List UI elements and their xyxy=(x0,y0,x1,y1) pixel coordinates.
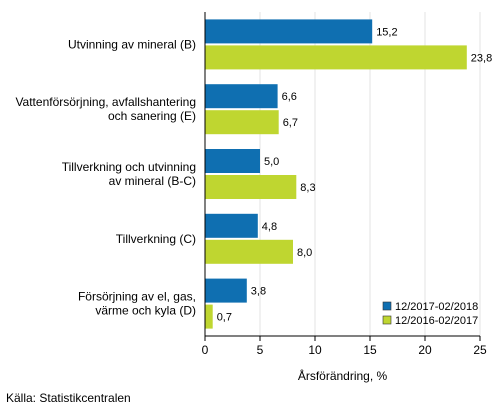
bar-s1-c2 xyxy=(205,175,297,199)
category-label-4-line-1: värme och kyla (D) xyxy=(95,304,196,318)
category-label-1-line-1: och sanering (E) xyxy=(108,109,196,123)
value-label-s0-c1: 6,6 xyxy=(282,91,297,103)
value-label-s0-c2: 5,0 xyxy=(264,156,279,168)
value-label-s1-c0: 23,8 xyxy=(471,52,492,64)
value-label-s1-c4: 0,7 xyxy=(217,312,232,324)
value-label-s1-c3: 8,0 xyxy=(297,247,312,259)
value-label-s1-c1: 6,7 xyxy=(283,117,298,129)
value-labels: 15,2 23,8 6,6 6,7 5,0 8,3 4,8 8,0 3,8 0,7 xyxy=(217,26,493,323)
x-tick-label-1: 5 xyxy=(257,343,264,357)
bar-chart: 15,2 23,8 6,6 6,7 5,0 8,3 4,8 8,0 3,8 0,7 Utvinni… xyxy=(15,12,493,383)
x-axis-title: Årsförändring, % xyxy=(298,368,388,383)
bar-s0-c3 xyxy=(205,213,258,238)
bar-s1-c1 xyxy=(205,110,279,135)
bars xyxy=(205,19,467,329)
value-label-s1-c2: 8,3 xyxy=(300,182,315,194)
source-note: Källa: Statistikcentralen xyxy=(6,391,131,405)
bar-s0-c4 xyxy=(205,278,247,303)
category-label-3-line-0: Tillverkning (C) xyxy=(116,232,196,246)
x-tick-label-3: 15 xyxy=(363,343,377,357)
category-label-4-line-0: Försörjning av el, gas, xyxy=(78,290,196,304)
value-label-s0-c3: 4,8 xyxy=(262,221,277,233)
value-label-s0-c0: 15,2 xyxy=(376,26,397,38)
value-label-s0-c4: 3,8 xyxy=(251,286,266,298)
x-axis: 0 5 10 15 20 25 Årsförändring, % xyxy=(202,12,487,383)
legend: 12/2017-02/2018 12/2016-02/2017 xyxy=(382,301,478,327)
legend-swatch-1 xyxy=(382,315,392,325)
bar-s0-c1 xyxy=(205,84,278,109)
bar-s1-c4 xyxy=(205,304,213,329)
category-label-1-line-0: Vattenförsörjning, avfallshantering xyxy=(15,95,196,109)
x-tick-label-5: 25 xyxy=(473,343,487,357)
category-label-2-line-1: av mineral (B-C) xyxy=(109,174,196,188)
bar-s1-c0 xyxy=(205,45,467,70)
x-tick-label-0: 0 xyxy=(202,343,209,357)
category-label-0-line-0: Utvinning av mineral (B) xyxy=(68,37,196,51)
category-label-2-line-0: Tillverkning och utvinning xyxy=(62,160,196,174)
x-tick-label-4: 20 xyxy=(418,343,432,357)
legend-label-1: 12/2016-02/2017 xyxy=(395,315,478,327)
bar-s0-c0 xyxy=(205,19,373,44)
bar-s1-c3 xyxy=(205,239,293,264)
category-labels: Utvinning av mineral (B) Vattenförsörjnin… xyxy=(15,37,196,317)
legend-swatch-0 xyxy=(382,301,392,311)
bar-s0-c2 xyxy=(205,149,260,173)
legend-label-0: 12/2017-02/2018 xyxy=(395,301,478,313)
x-tick-label-2: 10 xyxy=(308,343,322,357)
